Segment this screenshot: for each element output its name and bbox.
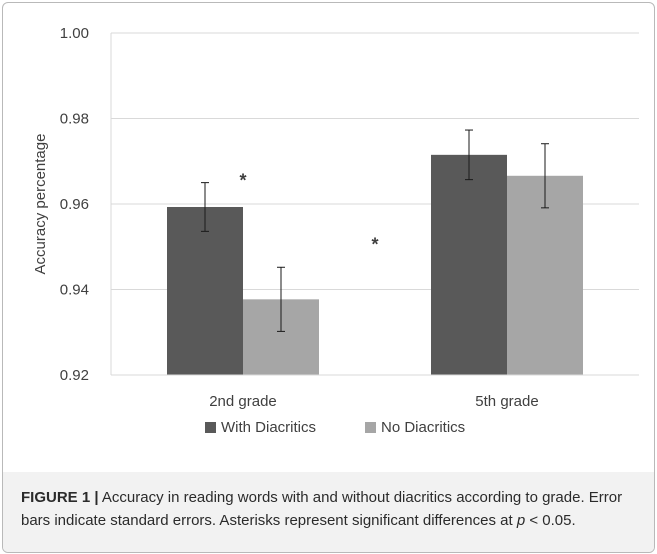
significance-asterisk: * [371, 234, 378, 254]
p-symbol: p [516, 512, 526, 529]
bar-chart: 0.92 0.94 0.96 0.98 1.00 Accuracy percentage 2… [32, 25, 639, 436]
x-tick-label: 5th grade [475, 393, 538, 410]
figure-caption: FIGURE 1 | Accuracy in reading words wit… [21, 486, 641, 532]
bar-5th-grade-with-diacritics [431, 154, 507, 375]
legend-swatch-with-diacritics [205, 422, 216, 433]
caption-box: FIGURE 1 | Accuracy in reading words wit… [3, 472, 654, 552]
bar-5th-grade-no-diacritics [507, 175, 583, 375]
significance-asterisk: * [239, 170, 246, 190]
y-tick-label: 0.96 [60, 196, 89, 213]
y-tick-label: 0.98 [60, 111, 89, 128]
caption-text: Accuracy in reading words with and witho… [21, 489, 623, 529]
x-tick-label: 2nd grade [209, 393, 277, 410]
caption-text-end: < 0.05. [525, 512, 576, 529]
legend-swatch-no-diacritics [365, 422, 376, 433]
y-axis-label: Accuracy percentage [32, 134, 49, 275]
figure-label: FIGURE 1 | [21, 489, 99, 506]
bar-2nd-grade-with-diacritics [167, 206, 243, 375]
y-tick-label: 0.92 [60, 367, 89, 384]
legend-label: No Diacritics [381, 419, 465, 436]
y-tick-label: 1.00 [60, 25, 89, 42]
legend-label: With Diacritics [221, 419, 316, 436]
y-tick-label: 0.94 [60, 282, 89, 299]
